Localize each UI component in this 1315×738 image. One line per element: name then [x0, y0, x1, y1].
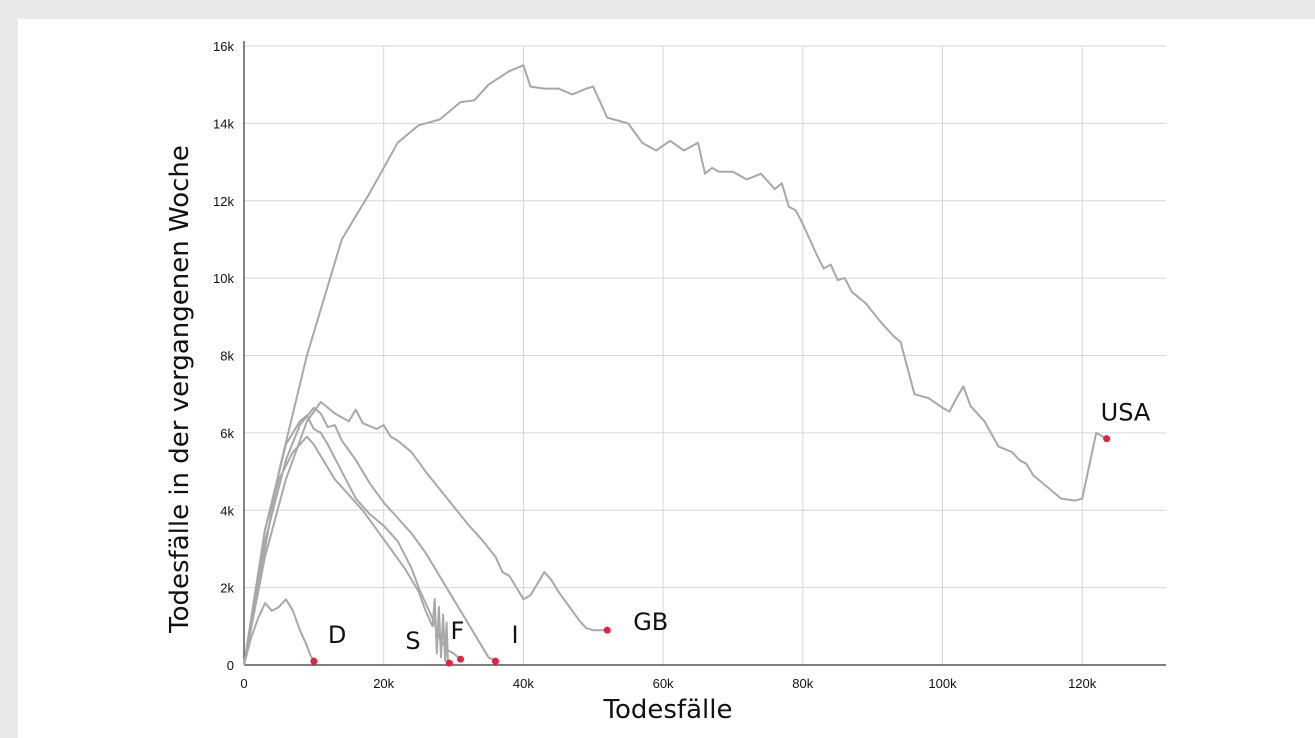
endpoint-gb: [603, 626, 611, 634]
y-axis-title: Todesfälle in der vergangenen Woche: [165, 145, 195, 634]
endpoint-s: [445, 659, 453, 667]
labels-layer: USA GB I F S D: [328, 399, 1151, 655]
x-tick-label: 80k: [792, 676, 813, 691]
x-tick-label: 60k: [653, 676, 674, 691]
y-tick-label: 12k: [213, 194, 234, 209]
x-axis-title: Todesfälle: [603, 695, 733, 725]
endpoint-usa: [1103, 435, 1111, 443]
x-tick-label: 100k: [928, 676, 957, 691]
x-tick-label: 40k: [513, 676, 534, 691]
series-line-d: [243, 598, 315, 666]
axes: 0 2k 4k 6k 8k 10k 12k 14k 16k 0 20k 40k 60k 80k 100k 12…: [213, 39, 1166, 691]
y-tick-label: 4k: [220, 503, 234, 518]
line-chart: 0 2k 4k 6k 8k 10k 12k 14k 16k 0 20k 40k 60k 80k 100k 12…: [165, 39, 1166, 725]
y-tick-label: 6k: [220, 426, 234, 441]
series-label-f: F: [451, 617, 465, 645]
series-layer: [243, 64, 1111, 667]
y-tick-label: 2k: [220, 581, 234, 596]
chart-frame: 0 2k 4k 6k 8k 10k 12k 14k 16k 0 20k 40k 60k 80k 100k 12…: [18, 19, 1315, 738]
x-tick-label: 0: [240, 676, 247, 691]
endpoint-d: [310, 657, 318, 665]
series-label-usa: USA: [1101, 399, 1151, 427]
x-tick-label: 120k: [1068, 676, 1097, 691]
series-line-gb: [243, 400, 608, 666]
y-tick-label: 10k: [213, 271, 234, 286]
series-line-f: [243, 414, 462, 666]
endpoint-f: [457, 655, 465, 663]
series-line-usa: [243, 64, 1108, 666]
x-tick-label: 20k: [373, 676, 394, 691]
grid: [244, 45, 1166, 666]
series-label-gb: GB: [633, 608, 668, 636]
series-line-s: [243, 435, 451, 666]
series-label-d: D: [328, 621, 346, 649]
series-line-i: [243, 406, 496, 666]
series-label-s: S: [405, 627, 420, 655]
y-tick-label: 14k: [213, 116, 234, 131]
endpoint-i: [491, 657, 499, 665]
series-label-i: I: [511, 621, 518, 649]
y-tick-label: 8k: [220, 349, 234, 364]
y-tick-label: 16k: [213, 39, 234, 54]
y-tick-label: 0: [227, 658, 234, 673]
